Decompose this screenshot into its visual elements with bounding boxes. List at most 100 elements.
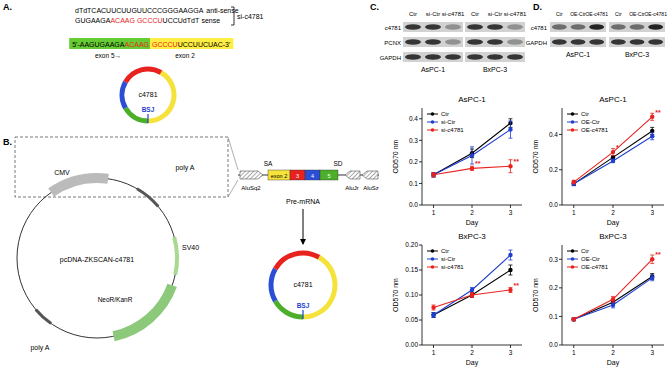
significance-mark: ** bbox=[513, 158, 519, 165]
sv40-region bbox=[174, 237, 177, 274]
lane-label: OE-c4781 bbox=[585, 11, 608, 17]
sequence-segment: GCCCU bbox=[137, 17, 163, 24]
lane-label: si-Ctr bbox=[488, 11, 502, 17]
blot-band bbox=[487, 39, 503, 45]
protein-label: c4781 bbox=[531, 25, 548, 31]
exon-label: exon 5→ bbox=[95, 52, 121, 59]
y-tick-label: 0.0 bbox=[549, 201, 558, 208]
y-tick bbox=[419, 320, 422, 321]
legend-marker bbox=[571, 257, 575, 261]
figure: A.B.C.D.dTdTCACUUCUUGUUCCCGGGAAGGAanti-s… bbox=[0, 0, 669, 383]
legend-marker bbox=[431, 128, 435, 132]
x-tick-label: 1 bbox=[432, 209, 436, 216]
legend-label: si-Ctr bbox=[441, 256, 455, 262]
legend-marker bbox=[431, 265, 435, 269]
x-tick bbox=[472, 205, 473, 208]
lane-label: si-c4781 bbox=[442, 11, 465, 17]
neo-label: NeoR/KanR bbox=[98, 296, 133, 303]
x-axis-label: Day bbox=[466, 359, 479, 367]
y-axis-label: OD570 nm bbox=[532, 139, 539, 173]
polya-top bbox=[137, 189, 158, 207]
y-tick-label: 0.3 bbox=[409, 137, 418, 144]
exon2-region bbox=[150, 38, 233, 49]
panel-label: D. bbox=[533, 2, 542, 12]
blot-band bbox=[467, 39, 483, 45]
sirna-bracket bbox=[231, 7, 234, 25]
x-tick-label: 1 bbox=[572, 349, 576, 356]
data-point bbox=[431, 173, 435, 177]
error-bar bbox=[572, 318, 576, 321]
exon-arc bbox=[122, 82, 125, 108]
legend-marker bbox=[431, 249, 435, 253]
y-tick bbox=[559, 134, 562, 135]
data-point bbox=[431, 313, 435, 317]
legend-label: Ctr bbox=[581, 248, 589, 254]
series-line bbox=[574, 117, 652, 182]
y-axis bbox=[562, 245, 563, 345]
blot-strip bbox=[465, 37, 525, 47]
blot-band bbox=[552, 39, 567, 45]
y-tick bbox=[559, 287, 562, 288]
error-bar bbox=[650, 113, 654, 120]
error-bar bbox=[470, 293, 474, 298]
x-tick-label: 2 bbox=[470, 209, 474, 216]
series-line bbox=[434, 270, 511, 315]
lane-label: si-c4781 bbox=[504, 11, 527, 17]
blot-band bbox=[648, 24, 663, 30]
alu-label: AluJr bbox=[345, 185, 359, 191]
bsj-arrow bbox=[147, 114, 148, 123]
series-line bbox=[434, 130, 511, 175]
legend-label: OE-Ctr bbox=[581, 256, 600, 262]
blot-band bbox=[405, 24, 421, 30]
blot-band bbox=[630, 24, 645, 30]
exon-label: exon 2 bbox=[175, 52, 195, 59]
x-tick bbox=[472, 345, 473, 348]
error-bar bbox=[508, 265, 512, 275]
error-bar bbox=[432, 313, 436, 318]
legend: CtrOE-CtrOE-c4781 bbox=[567, 248, 609, 270]
error-bar bbox=[508, 250, 512, 260]
splice-site-label: SA bbox=[264, 160, 273, 167]
y-axis-label: OD570 nm bbox=[392, 278, 399, 312]
x-tick bbox=[573, 345, 574, 348]
blot-band bbox=[467, 24, 483, 30]
data-point bbox=[470, 293, 474, 297]
blot-strip bbox=[609, 22, 665, 32]
error-bar bbox=[611, 149, 615, 156]
y-tick bbox=[419, 345, 422, 346]
x-tick-label: 2 bbox=[611, 349, 615, 356]
plot-area bbox=[431, 119, 512, 177]
error-bar bbox=[470, 288, 474, 293]
error-bar bbox=[650, 274, 654, 280]
plasmid-label: pcDNA-ZKSCAN-c4781 bbox=[60, 256, 134, 264]
legend-marker bbox=[431, 257, 435, 261]
protein-label: c4781 bbox=[385, 25, 402, 31]
circrna-label: c4781 bbox=[293, 281, 312, 288]
alu-label: AluSz bbox=[363, 185, 379, 191]
data-point bbox=[470, 153, 474, 157]
error-bar bbox=[508, 160, 512, 173]
blot-band bbox=[425, 54, 441, 60]
legend: Ctrsi-Ctrsi-c4781 bbox=[427, 248, 464, 270]
plasmid-backbone bbox=[17, 178, 177, 338]
data-point bbox=[650, 134, 654, 138]
data-point bbox=[611, 303, 615, 307]
significance-mark: ** bbox=[655, 109, 661, 116]
x-tick bbox=[573, 205, 574, 208]
exon-arc bbox=[125, 69, 161, 82]
exon5-region bbox=[69, 38, 150, 49]
data-point bbox=[470, 288, 474, 292]
antisense-strand: dTdTCACUUCUUGUUCCCGGGAAGGAanti-sense bbox=[75, 7, 239, 14]
legend-marker bbox=[431, 120, 435, 124]
x-tick bbox=[433, 205, 434, 208]
exon-label: 5 bbox=[327, 173, 330, 179]
x-axis-label: Day bbox=[466, 219, 479, 227]
data-point bbox=[431, 173, 435, 177]
data-point bbox=[431, 313, 435, 317]
x-tick bbox=[652, 205, 653, 208]
sequence-segment: ACAAG bbox=[124, 41, 149, 48]
data-point bbox=[650, 115, 654, 119]
error-bar bbox=[432, 313, 436, 318]
cell-line-label: AsPC-1 bbox=[421, 66, 445, 73]
bsj-arrow bbox=[302, 310, 303, 319]
